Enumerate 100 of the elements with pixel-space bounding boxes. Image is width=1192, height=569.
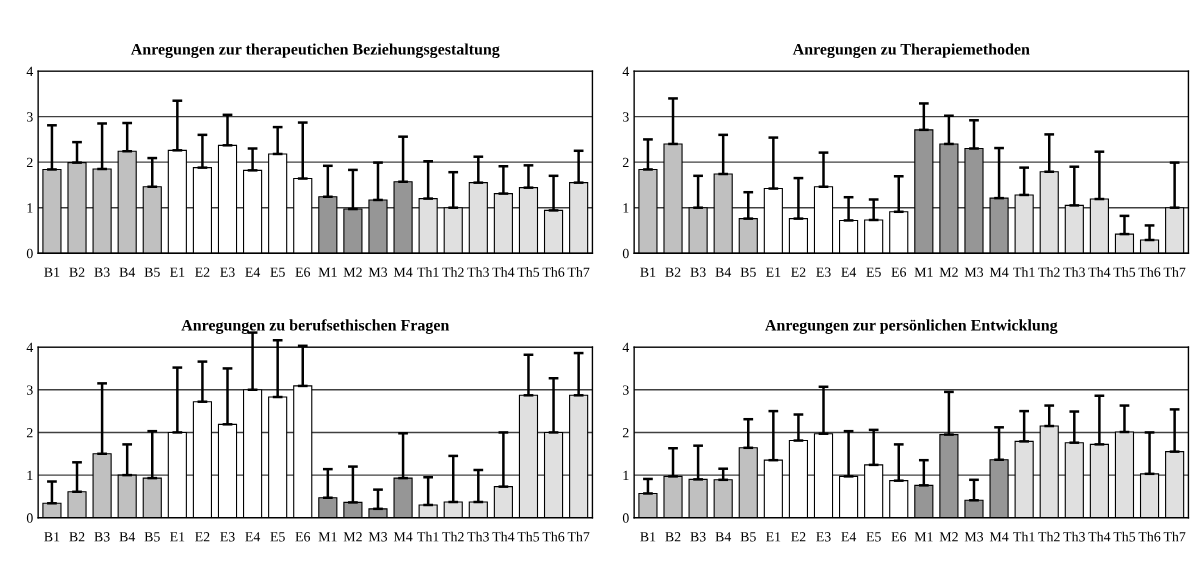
x-tick-label: E5 (270, 267, 285, 277)
x-tick-label: Th6 (542, 531, 565, 542)
x-tick-label: M4 (989, 267, 1009, 277)
x-tick-label: M3 (964, 267, 984, 277)
y-tick-label: 4 (26, 66, 34, 76)
x-tick-label: M4 (393, 532, 413, 542)
x-tick-label: E1 (766, 267, 781, 277)
x-tick-label: Th2 (1038, 267, 1060, 277)
x-tick-label: Th2 (442, 267, 464, 277)
x-tick-label: B3 (94, 532, 110, 542)
y-tick-label: 0 (26, 248, 33, 259)
y-tick-label: 3 (27, 112, 33, 122)
x-tick-label: E3 (220, 267, 235, 277)
x-tick-label: B3 (690, 267, 706, 277)
y-tick-label: 4 (622, 342, 630, 352)
x-tick-label: Th7 (567, 267, 590, 277)
x-tick-label: M3 (368, 532, 388, 542)
x-tick-label: E2 (791, 267, 806, 277)
x-tick-label: M4 (393, 267, 413, 277)
y-tick-label: 3 (623, 112, 629, 122)
y-tick-label: 0 (622, 248, 629, 259)
x-tick-label: M2 (939, 267, 958, 277)
x-tick-label: B3 (94, 267, 110, 277)
x-tick-label: Th2 (1038, 531, 1060, 542)
y-tick-label: 4 (26, 342, 34, 352)
x-tick-label: E4 (245, 532, 261, 542)
x-tick-label: E5 (866, 532, 881, 542)
chart-title: Anregungen zur persönlichen Entwicklung (765, 319, 1058, 334)
x-tick-label: Th5 (517, 531, 540, 542)
x-tick-label: Th4 (492, 267, 515, 277)
x-tick-label: B1 (44, 532, 60, 542)
y-tick-label: 1 (623, 470, 629, 480)
x-tick-label: B1 (640, 532, 656, 542)
x-tick-label: Th1 (417, 531, 439, 542)
y-tick-label: 2 (26, 428, 33, 438)
x-tick-label: Th1 (1013, 531, 1035, 542)
x-tick-label: Th5 (517, 267, 540, 277)
x-tick-label: B5 (144, 532, 160, 542)
x-tick-label: Th6 (542, 267, 565, 277)
y-tick-label: 3 (623, 385, 629, 395)
x-tick-label: Th3 (1063, 267, 1085, 277)
x-tick-label: M4 (989, 532, 1009, 542)
x-tick-label: B1 (44, 267, 60, 277)
x-tick-label: B4 (715, 267, 732, 277)
x-tick-label: E1 (766, 532, 781, 542)
x-tick-label: E6 (891, 532, 907, 542)
x-tick-label: E4 (841, 267, 857, 277)
x-tick-label: M1 (318, 267, 337, 277)
x-tick-label: B5 (740, 267, 756, 277)
x-tick-label: Th1 (417, 267, 439, 277)
x-tick-label: M1 (914, 532, 933, 542)
x-tick-label: B5 (740, 532, 756, 542)
x-tick-label: E2 (195, 532, 210, 542)
y-tick-label: 1 (27, 470, 33, 480)
x-tick-label: B2 (665, 532, 681, 542)
x-tick-label: B4 (715, 532, 732, 542)
x-tick-label: E2 (791, 532, 806, 542)
y-tick-label: 3 (27, 385, 33, 395)
x-tick-label: E6 (295, 532, 311, 542)
x-tick-label: E5 (866, 267, 881, 277)
x-tick-label: B4 (119, 267, 136, 277)
x-tick-label: E3 (816, 532, 831, 542)
y-tick-label: 2 (622, 428, 629, 438)
x-tick-label: Th7 (1163, 531, 1186, 542)
chart-title: Anregungen zur therapeutichen Beziehungsgestaltung (130, 43, 500, 58)
x-tick-label: Th6 (1138, 531, 1161, 542)
x-tick-label: E6 (295, 267, 311, 277)
chart-title: Anregungen zu Therapiemethoden (792, 43, 1030, 58)
x-tick-label: B2 (69, 267, 85, 277)
x-tick-label: M2 (343, 532, 362, 542)
x-tick-label: Th3 (467, 267, 489, 277)
x-tick-label: B1 (640, 267, 656, 277)
y-tick-label: 1 (623, 203, 629, 213)
x-tick-label: Th5 (1113, 267, 1136, 277)
y-tick-label: 4 (622, 66, 630, 76)
x-tick-label: E3 (816, 267, 831, 277)
x-tick-label: E6 (891, 267, 907, 277)
chart-title: Anregungen zu berufsethischen Fragen (181, 319, 450, 334)
x-tick-label: E5 (270, 532, 285, 542)
x-tick-label: E1 (170, 532, 185, 542)
x-tick-label: Th3 (1063, 531, 1085, 542)
x-tick-label: Th4 (1088, 267, 1111, 277)
y-tick-label: 1 (27, 203, 33, 213)
x-tick-label: Th1 (1013, 267, 1035, 277)
y-tick-label: 2 (622, 157, 629, 167)
x-tick-label: Th2 (442, 531, 464, 542)
x-tick-label: Th7 (567, 531, 590, 542)
x-tick-label: Th7 (1163, 267, 1186, 277)
x-tick-label: M3 (964, 532, 984, 542)
x-tick-label: E4 (841, 532, 857, 542)
x-tick-label: B2 (69, 532, 85, 542)
y-tick-label: 2 (26, 157, 33, 167)
x-tick-label: Th5 (1113, 531, 1136, 542)
x-tick-label: Th4 (492, 531, 515, 542)
x-tick-label: E4 (245, 267, 261, 277)
x-tick-label: B3 (690, 532, 706, 542)
x-tick-label: M2 (343, 267, 362, 277)
x-tick-label: E1 (170, 267, 185, 277)
x-tick-label: B5 (144, 267, 160, 277)
x-tick-label: E3 (220, 532, 235, 542)
